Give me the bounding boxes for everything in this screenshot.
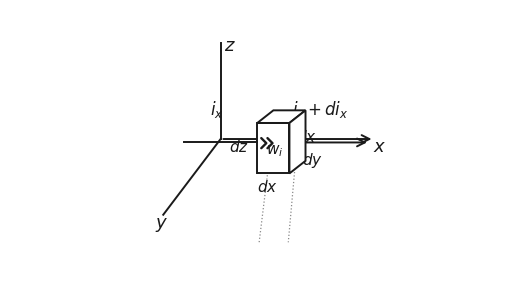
Text: $x$: $x$ [262,130,274,145]
Polygon shape [290,110,306,173]
Text: $i_x + di_x$: $i_x + di_x$ [292,99,349,119]
Text: $dx$: $dx$ [257,179,278,195]
Text: $i_x$: $i_x$ [211,99,224,119]
Text: y: y [155,214,166,232]
Polygon shape [257,110,306,123]
Text: z: z [224,37,233,55]
Text: x: x [373,138,384,156]
Text: $dz$: $dz$ [229,139,249,155]
Text: $w_i$: $w_i$ [266,144,283,159]
Polygon shape [257,123,290,173]
Text: $dy$: $dy$ [302,151,323,170]
Text: $x + dx$: $x + dx$ [268,129,317,145]
